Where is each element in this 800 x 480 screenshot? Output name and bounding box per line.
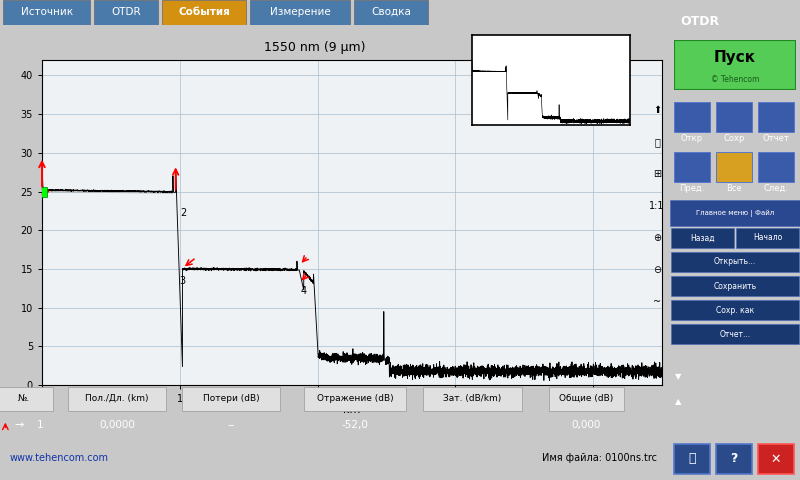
- Text: 1550 nm (9 μm): 1550 nm (9 μm): [264, 40, 366, 53]
- Bar: [716, 152, 752, 181]
- Text: События: События: [178, 7, 230, 17]
- Text: Главное меню | Файл: Главное меню | Файл: [696, 209, 774, 216]
- Text: Потери (dB): Потери (dB): [203, 394, 259, 403]
- Text: ✕: ✕: [770, 453, 782, 466]
- Text: Отчет...: Отчет...: [719, 330, 750, 338]
- Text: 0,000: 0,000: [571, 420, 601, 430]
- Bar: [549, 387, 624, 411]
- Text: OTDR: OTDR: [111, 7, 141, 17]
- Text: Имя файла: 0100ns.trc: Имя файла: 0100ns.trc: [542, 453, 657, 463]
- Text: 1: 1: [37, 420, 43, 430]
- Text: Сохр. как: Сохр. как: [716, 306, 754, 314]
- Text: Отражение (dB): Отражение (dB): [317, 394, 394, 403]
- Bar: [674, 102, 710, 132]
- Bar: [736, 228, 798, 248]
- Bar: [0, 387, 53, 411]
- Text: ▲: ▲: [674, 397, 682, 407]
- Text: 1:1: 1:1: [650, 201, 665, 211]
- Bar: [670, 200, 800, 226]
- Bar: [674, 152, 710, 181]
- Text: 3: 3: [180, 276, 186, 287]
- Text: ~: ~: [653, 297, 661, 307]
- Text: →: →: [14, 420, 24, 430]
- Bar: [3, 0, 90, 25]
- Bar: [716, 102, 752, 132]
- Text: Пред.: Пред.: [679, 184, 705, 193]
- Bar: [671, 252, 798, 272]
- Text: Сводка: Сводка: [371, 7, 411, 17]
- Text: ⊞: ⊞: [653, 169, 661, 179]
- Text: Сохр: Сохр: [723, 134, 745, 143]
- Text: Сохранить: Сохранить: [714, 282, 757, 290]
- X-axis label: km: km: [343, 406, 361, 415]
- Text: www.tehencom.com: www.tehencom.com: [10, 453, 109, 463]
- Text: Общие (dB): Общие (dB): [559, 394, 614, 403]
- Text: Пол./Дл. (km): Пол./Дл. (km): [86, 394, 149, 403]
- Text: ⊕: ⊕: [653, 233, 661, 243]
- Text: Начало: Начало: [753, 233, 782, 242]
- Bar: [758, 152, 794, 181]
- Text: ?: ?: [730, 453, 738, 466]
- Text: Отчет: Отчет: [762, 134, 790, 143]
- Bar: [671, 228, 734, 248]
- Text: © Tehencom: © Tehencom: [711, 74, 759, 84]
- Bar: [182, 387, 280, 411]
- Text: №.: №.: [18, 394, 30, 403]
- Bar: [671, 324, 798, 344]
- Text: Назад: Назад: [690, 233, 714, 242]
- Bar: [671, 300, 798, 320]
- Text: Пуск: Пуск: [714, 50, 756, 65]
- Text: Зат. (dB/km): Зат. (dB/km): [443, 394, 502, 403]
- Bar: [758, 102, 794, 132]
- Text: ✋: ✋: [654, 137, 660, 147]
- Text: --: --: [227, 420, 235, 430]
- Text: Откр: Откр: [681, 134, 703, 143]
- Text: След.: След.: [763, 184, 789, 193]
- Text: ⊖: ⊖: [653, 265, 661, 275]
- Bar: [94, 0, 158, 25]
- Text: ⓘ: ⓘ: [688, 453, 696, 466]
- Bar: [423, 387, 522, 411]
- Text: 0,0000: 0,0000: [99, 420, 135, 430]
- Text: ⬆: ⬆: [653, 105, 661, 115]
- Text: 2: 2: [180, 208, 186, 218]
- Bar: [671, 276, 798, 296]
- Bar: [68, 387, 166, 411]
- Bar: [304, 387, 406, 411]
- Text: Все: Все: [726, 184, 742, 193]
- Bar: [162, 0, 246, 25]
- Text: Открыть...: Открыть...: [714, 257, 756, 266]
- Text: OTDR: OTDR: [680, 15, 719, 28]
- Text: Источник: Источник: [21, 7, 73, 17]
- Text: ▼: ▼: [674, 372, 682, 382]
- Text: Измерение: Измерение: [270, 7, 330, 17]
- Text: -52,0: -52,0: [342, 420, 369, 430]
- Text: 4: 4: [301, 286, 307, 296]
- Bar: [250, 0, 350, 25]
- Bar: [354, 0, 428, 25]
